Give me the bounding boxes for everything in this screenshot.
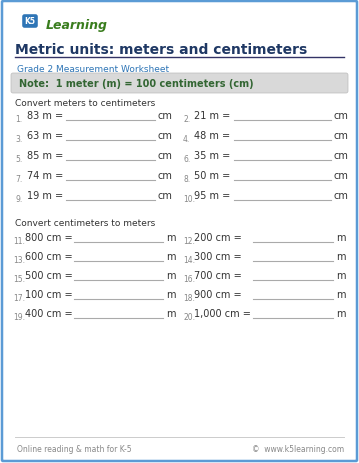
Text: cm: cm	[334, 150, 349, 161]
Text: cm: cm	[158, 131, 173, 141]
Text: 4.: 4.	[183, 135, 190, 144]
Text: 19 m =: 19 m =	[27, 191, 63, 200]
Text: 9.: 9.	[15, 194, 22, 204]
Text: cm: cm	[158, 191, 173, 200]
Text: Note:  1 meter (m) = 100 centimeters (cm): Note: 1 meter (m) = 100 centimeters (cm)	[19, 79, 253, 89]
Text: 2.: 2.	[183, 115, 190, 124]
Text: m: m	[166, 251, 176, 262]
Text: 200 cm =: 200 cm =	[194, 232, 242, 243]
Text: m: m	[336, 251, 345, 262]
Text: Convert centimeters to meters: Convert centimeters to meters	[15, 219, 155, 228]
Text: 3.: 3.	[15, 135, 22, 144]
Text: m: m	[336, 289, 345, 300]
Text: 14.: 14.	[183, 256, 195, 264]
Text: 85 m =: 85 m =	[27, 150, 63, 161]
Text: 13.: 13.	[13, 256, 25, 264]
Text: 7.: 7.	[15, 175, 22, 184]
Text: 10.: 10.	[183, 194, 195, 204]
Text: cm: cm	[334, 131, 349, 141]
Text: m: m	[336, 270, 345, 281]
Text: 63 m =: 63 m =	[27, 131, 63, 141]
Text: m: m	[166, 289, 176, 300]
Text: 12.: 12.	[183, 237, 195, 245]
Text: cm: cm	[334, 171, 349, 181]
Text: ©  www.k5learning.com: © www.k5learning.com	[252, 444, 344, 454]
Text: 11.: 11.	[13, 237, 25, 245]
Text: 300 cm =: 300 cm =	[194, 251, 242, 262]
Text: 95 m =: 95 m =	[194, 191, 230, 200]
Text: 5.: 5.	[15, 155, 22, 163]
Text: 400 cm =: 400 cm =	[25, 308, 73, 319]
Text: 74 m =: 74 m =	[27, 171, 63, 181]
Text: 20.: 20.	[183, 313, 195, 321]
FancyBboxPatch shape	[11, 74, 348, 94]
Text: K5: K5	[24, 18, 36, 26]
Text: m: m	[336, 232, 345, 243]
Text: 100 cm =: 100 cm =	[25, 289, 73, 300]
Text: 18.: 18.	[183, 294, 195, 302]
Text: 15.: 15.	[13, 275, 25, 283]
Text: 6.: 6.	[183, 155, 190, 163]
Text: 1,000 cm =: 1,000 cm =	[194, 308, 251, 319]
Text: 48 m =: 48 m =	[194, 131, 230, 141]
Text: Convert meters to centimeters: Convert meters to centimeters	[15, 98, 155, 107]
Text: 500 cm =: 500 cm =	[25, 270, 73, 281]
Text: 600 cm =: 600 cm =	[25, 251, 73, 262]
Text: 50 m =: 50 m =	[194, 171, 230, 181]
Text: m: m	[336, 308, 345, 319]
Text: 16.: 16.	[183, 275, 195, 283]
Text: cm: cm	[158, 111, 173, 121]
Text: Learning: Learning	[46, 19, 108, 31]
Text: m: m	[166, 232, 176, 243]
Text: 700 cm =: 700 cm =	[194, 270, 242, 281]
Text: m: m	[166, 270, 176, 281]
Text: Metric units: meters and centimeters: Metric units: meters and centimeters	[15, 43, 307, 57]
Text: 1.: 1.	[15, 115, 22, 124]
Text: 21 m =: 21 m =	[194, 111, 230, 121]
Text: 83 m =: 83 m =	[27, 111, 63, 121]
Text: 8.: 8.	[183, 175, 190, 184]
Text: 900 cm =: 900 cm =	[194, 289, 242, 300]
Text: cm: cm	[334, 111, 349, 121]
Text: 17.: 17.	[13, 294, 25, 302]
Text: cm: cm	[158, 171, 173, 181]
Text: cm: cm	[334, 191, 349, 200]
Text: 800 cm =: 800 cm =	[25, 232, 73, 243]
Text: 19.: 19.	[13, 313, 25, 321]
Text: m: m	[166, 308, 176, 319]
Text: Grade 2 Measurement Worksheet: Grade 2 Measurement Worksheet	[17, 64, 169, 73]
Text: Online reading & math for K-5: Online reading & math for K-5	[17, 444, 132, 454]
Text: cm: cm	[158, 150, 173, 161]
Text: 35 m =: 35 m =	[194, 150, 230, 161]
